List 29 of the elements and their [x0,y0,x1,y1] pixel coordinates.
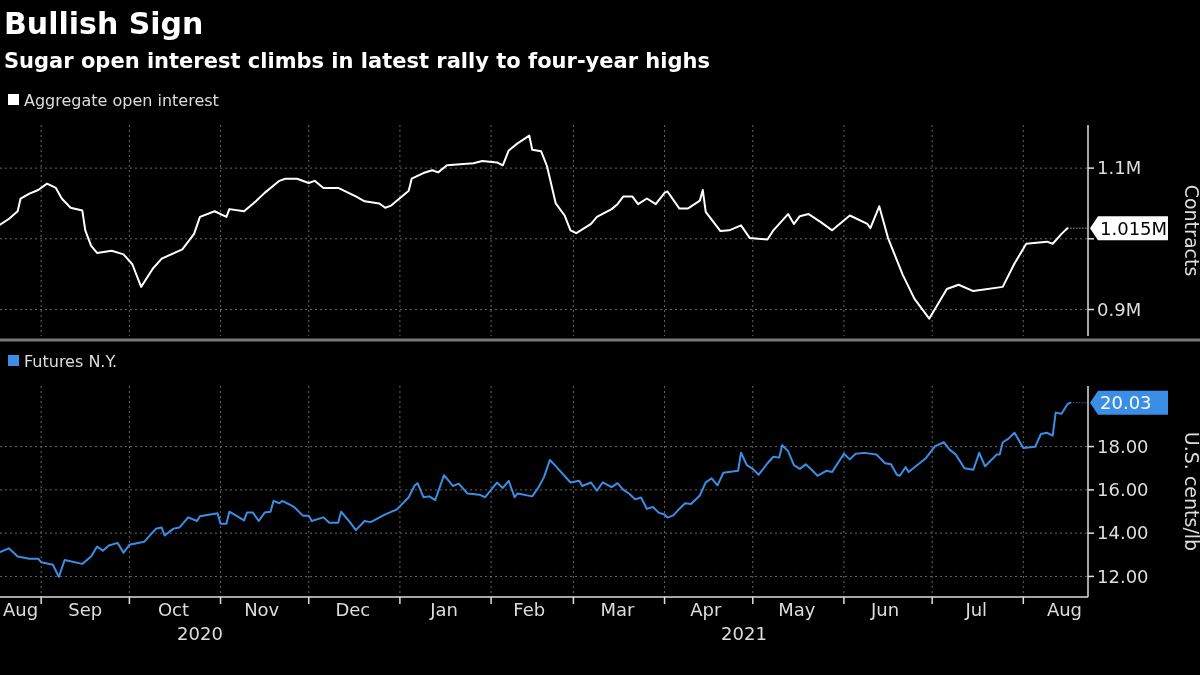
text: 2021 [721,623,767,644]
x-tick-label: Apr [690,599,722,620]
chart-title: Bullish Sign [4,6,204,41]
x-tick-label: Aug [3,599,39,620]
annotation: 20.03 [1100,391,1152,413]
x-tick-label: Oct [157,599,190,620]
x-tick-label: Mar [600,599,636,620]
x-tick-label: Nov [244,599,280,620]
x-tick-label: Feb [513,599,546,620]
y-tick-label: 1.1M [1097,157,1142,179]
y-axis-title: U.S. cents/lb [1181,431,1200,552]
annotation: 1.015M [1100,217,1168,239]
x-tick-label: Aug [1046,599,1083,620]
legend-label: Aggregate open interest [24,90,219,110]
y-tick-label: 14.00 [1097,522,1149,544]
x-tick-label: Dec [335,599,371,620]
x-tick-label: Sep [68,599,103,620]
x-tick-label: Jan [429,599,458,620]
y-tick-label: 12.00 [1097,565,1149,587]
text: 2020 [177,623,223,644]
y-tick-label: 16.00 [1097,479,1149,501]
x-tick-label: Jun [870,599,900,620]
y-tick-label: 0.9M [1097,298,1142,320]
x-tick-label: Jul [964,599,988,620]
chart-subtitle: Sugar open interest climbs in latest rally to four-year highs [4,49,711,73]
y-axis-title: Contracts [1181,184,1200,277]
y-tick-label: 18.00 [1097,435,1149,457]
x-tick-label: May [778,599,816,620]
legend-label: Futures N.Y. [24,351,118,371]
